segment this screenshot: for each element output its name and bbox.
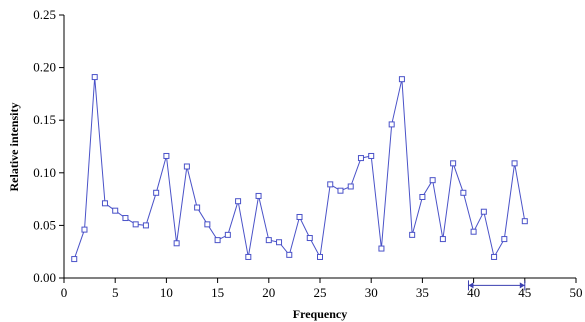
- data-point: [378, 245, 385, 252]
- data-point: [327, 181, 334, 188]
- x-tick-label: 0: [61, 285, 68, 300]
- data-point: [163, 152, 170, 159]
- data-point: [235, 198, 242, 205]
- data-point: [480, 208, 487, 215]
- x-tick-label: 5: [112, 285, 119, 300]
- x-tick-label: 25: [314, 285, 327, 300]
- data-point: [71, 256, 78, 263]
- data-point: [501, 236, 508, 243]
- data-point: [183, 163, 190, 170]
- data-point: [337, 187, 344, 194]
- x-tick-label: 30: [365, 285, 378, 300]
- y-axis-title: Relative intensity: [7, 103, 21, 192]
- data-point: [429, 177, 436, 184]
- x-tick-label: 45: [518, 285, 531, 300]
- data-point: [173, 240, 180, 247]
- data-point: [439, 236, 446, 243]
- chart-axes: [63, 15, 576, 279]
- y-tick-label: 0.10: [33, 165, 56, 180]
- data-point: [419, 193, 426, 200]
- data-point: [91, 74, 98, 81]
- data-point: [368, 152, 375, 159]
- data-point: [306, 235, 313, 242]
- chart-series: [71, 74, 528, 263]
- data-point: [81, 226, 88, 233]
- data-point: [521, 218, 528, 225]
- data-point: [286, 251, 293, 258]
- y-tick-label: 0.00: [33, 270, 56, 285]
- data-point: [204, 221, 211, 228]
- data-point: [265, 237, 272, 244]
- chart-annotations: [467, 280, 526, 291]
- data-point: [470, 228, 477, 235]
- data-point: [388, 121, 395, 128]
- range-arrow: [467, 280, 526, 291]
- data-point: [142, 222, 149, 229]
- y-tick-label: 0.15: [33, 112, 56, 127]
- data-point: [460, 189, 467, 196]
- data-point: [224, 231, 231, 238]
- data-point: [511, 160, 518, 167]
- data-point: [491, 253, 498, 260]
- data-point: [398, 76, 405, 83]
- data-point: [450, 160, 457, 167]
- chart-ticks: 0 5 10 15 20 25 30 35 40 45 50 0.00 0.05 0.10 0.15 0.20…: [33, 7, 582, 300]
- series-line: [73, 77, 526, 260]
- data-point: [153, 189, 160, 196]
- x-tick-label: 50: [570, 285, 583, 300]
- data-point: [317, 253, 323, 260]
- data-point: [296, 213, 303, 220]
- data-point: [112, 207, 119, 214]
- data-point: [255, 192, 262, 199]
- data-point: [276, 239, 283, 246]
- x-tick-label: 15: [211, 285, 224, 300]
- y-tick-label: 0.25: [33, 7, 56, 22]
- y-tick-label: 0.05: [33, 217, 56, 232]
- data-point: [347, 183, 354, 190]
- x-tick-label: 40: [467, 285, 480, 300]
- data-point: [132, 221, 139, 228]
- data-point: [122, 215, 129, 222]
- x-tick-label: 35: [416, 285, 429, 300]
- x-axis-title: Frequency: [293, 307, 347, 321]
- x-tick-label: 10: [160, 285, 173, 300]
- x-tick-label: 20: [262, 285, 275, 300]
- data-point: [101, 200, 108, 207]
- data-point: [214, 237, 221, 244]
- y-tick-label: 0.20: [33, 60, 56, 75]
- data-point: [409, 231, 416, 238]
- data-point: [245, 253, 252, 260]
- data-point: [357, 155, 364, 162]
- data-point: [194, 204, 201, 211]
